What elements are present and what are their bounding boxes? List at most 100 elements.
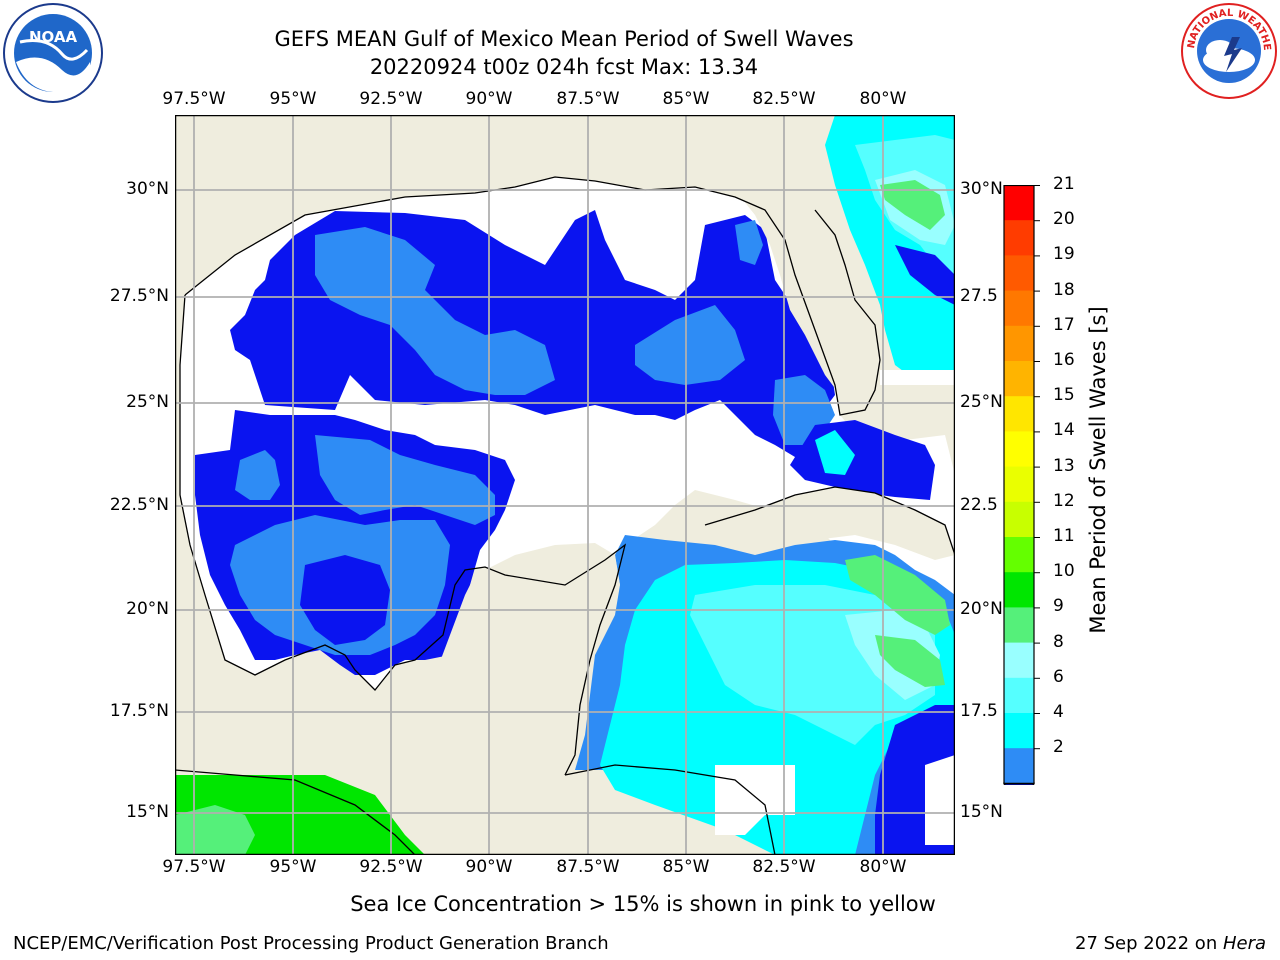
lat-label-right: 22.5 (960, 495, 998, 515)
colorbar-segment (1004, 255, 1034, 292)
lat-label-right: 17.5 (960, 701, 998, 721)
yucatan-land (405, 543, 620, 835)
colorbar-segment (1004, 431, 1034, 468)
white-bahamas (880, 370, 955, 385)
date-label: 27 Sep 2022 on (1075, 933, 1223, 954)
colorbar-segment (1004, 290, 1034, 327)
lat-label-left: 15°N (126, 802, 169, 822)
lon-label-top: 85°W (662, 89, 710, 109)
colorbar-tick-label: 6 (1053, 666, 1064, 687)
noaa-logo: NOAA (3, 3, 103, 103)
colorbar-segment (1004, 642, 1034, 679)
contour-atlantic-2s (895, 245, 955, 305)
lon-label-top: 82.5°W (752, 89, 816, 109)
lon-label-bottom: 92.5°W (359, 857, 423, 877)
colorbar-tick-label: 12 (1053, 490, 1075, 511)
chart-subtitle: 20220924 t00z 024h fcst Max: 13.34 (369, 55, 759, 79)
colorbar-frame (1003, 185, 1035, 785)
lat-label-right: 20°N (960, 599, 1003, 619)
lat-label-right: 30°N (960, 179, 1003, 199)
colorbar-tick-label: 17 (1053, 314, 1075, 335)
swell-period-map (175, 115, 955, 855)
map-gridlines (175, 115, 955, 855)
colorbar-segment (1004, 466, 1034, 503)
colorbar-segment (1004, 572, 1034, 608)
map-frame (175, 115, 955, 855)
colorbar-segment (1004, 220, 1034, 256)
contour-4s-west-a (235, 450, 280, 500)
colorbar-label: Mean Period of Swell Waves [s] (1086, 306, 1110, 634)
sea-ice-note: Sea Ice Concentration > 15% is shown in … (350, 892, 936, 916)
contour-4s-ne (735, 220, 763, 265)
credit-text: NCEP/EMC/Verification Post Processing Pr… (13, 933, 609, 954)
colorbar-tick-label: 11 (1053, 526, 1075, 546)
lat-label-right: 15°N (960, 802, 1003, 822)
contour-4s-central (635, 305, 745, 385)
colorbar-tick-label: 8 (1053, 631, 1064, 652)
colorbar-segment (1004, 501, 1034, 538)
colorbar-tick-label: 2 (1053, 737, 1064, 758)
colorbar-tick-label: 14 (1053, 420, 1075, 441)
contour-pacific-10s (175, 805, 255, 855)
chart-title: GEFS MEAN Gulf of Mexico Mean Period of … (274, 27, 854, 51)
date-text: 27 Sep 2022 on Hera (1075, 933, 1266, 954)
coastline-cuba (704, 486, 955, 556)
contour-carib-10s (845, 555, 950, 635)
colorbar-tick-label: 9 (1053, 596, 1064, 617)
lon-label-bottom: 87.5°W (556, 857, 620, 877)
lat-label-left: 25°N (126, 392, 169, 412)
lon-label-top: 80°W (859, 89, 907, 109)
contour-carib-10s-b (875, 635, 945, 687)
lat-label-left: 30°N (126, 179, 169, 199)
contour-atlantic-10s (880, 180, 945, 230)
lon-label-bottom: 95°W (269, 857, 317, 877)
nws-logo: NATIONAL WEATHER SERVICE (1180, 2, 1277, 99)
coastline-central-america (175, 769, 416, 855)
svg-text:NOAA: NOAA (29, 28, 78, 46)
contour-straits-6s (815, 430, 855, 475)
lon-label-bottom: 80°W (859, 857, 907, 877)
white-south-pocket (715, 765, 795, 835)
colorbar-tick-label: 4 (1053, 702, 1064, 722)
lon-label-top: 92.5°W (359, 89, 423, 109)
lon-label-top: 97.5°W (162, 89, 226, 109)
colorbar-tick-label: 16 (1053, 350, 1075, 370)
lat-label-right: 25°N (960, 392, 1003, 412)
colorbar-segment (1004, 748, 1034, 784)
colorbar-segment (1004, 537, 1034, 573)
white-carib-island (925, 755, 955, 845)
colorbar-tick-label: 18 (1053, 279, 1075, 300)
lat-label-left: 20°N (126, 599, 169, 619)
colorbar-segment (1004, 713, 1034, 749)
lat-label-left: 17.5°N (109, 701, 169, 721)
colorbar-tick-label: 15 (1053, 385, 1075, 406)
contour-2s-sw-core (300, 555, 390, 645)
colorbar-segment (1004, 677, 1034, 714)
lon-label-top: 87.5°W (556, 89, 620, 109)
colorbar-segment (1004, 607, 1034, 644)
machine-name: Hera (1222, 933, 1266, 954)
colorbar-segment (1004, 361, 1034, 397)
contour-4s-north (315, 227, 555, 395)
colorbar-tick-label: 21 (1053, 174, 1075, 194)
lat-label-left: 27.5°N (109, 286, 169, 306)
lon-label-top: 90°W (465, 89, 513, 109)
lat-label-right: 27.5 (960, 286, 998, 306)
colorbar-segment (1004, 185, 1034, 221)
lon-label-bottom: 82.5°W (752, 857, 816, 877)
colorbar-tick-label: 20 (1053, 209, 1075, 230)
colorbar-tick-label: 13 (1053, 455, 1075, 476)
coastline-mexico (179, 294, 627, 776)
colorbar-segment (1004, 396, 1034, 432)
lon-label-top: 95°W (269, 89, 317, 109)
contour-4s-west-b (315, 435, 495, 525)
lon-label-bottom: 90°W (465, 857, 513, 877)
colorbar-tick-label: 19 (1053, 244, 1075, 265)
lon-label-bottom: 97.5°W (162, 857, 226, 877)
colorbar-tick-label: 10 (1053, 561, 1075, 582)
lat-label-left: 22.5°N (109, 495, 169, 515)
coastline-gulf (184, 176, 881, 416)
lon-label-bottom: 85°W (662, 857, 710, 877)
colorbar-segment (1004, 325, 1034, 362)
colorbar (1002, 185, 1040, 785)
